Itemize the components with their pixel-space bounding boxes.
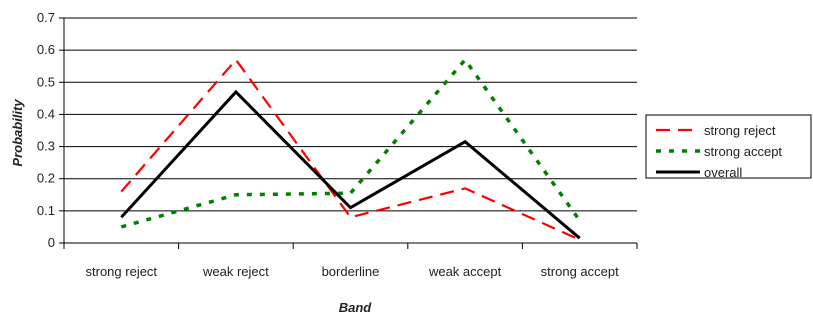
legend-label: overall [704, 165, 742, 180]
x-tick-label: strong reject [86, 264, 158, 279]
y-tick-label: 0 [48, 235, 55, 250]
y-tick-label: 0.4 [37, 106, 55, 121]
y-tick-label: 0.7 [37, 10, 55, 25]
series-line-strong-reject [120, 58, 581, 241]
gridlines [64, 17, 637, 212]
legend-label: strong accept [704, 144, 782, 159]
legend-box [645, 114, 812, 179]
y-tick-label: 0.3 [37, 139, 55, 154]
series-line-overall [120, 89, 581, 240]
x-tick-label: borderline [322, 264, 380, 279]
x-tick-label: weak accept [428, 264, 502, 279]
legend: strong reject strong accept overall [645, 114, 812, 180]
y-tick-label: 0.5 [37, 74, 55, 89]
y-tick-label: 0.2 [37, 171, 55, 186]
y-tick-label: 0.6 [37, 42, 55, 57]
y-axis-title: Probability [10, 99, 25, 167]
x-tick-label: weak reject [202, 264, 269, 279]
y-axis: 0 0.1 0.2 0.3 0.4 0.5 0.6 0.7 [37, 10, 65, 250]
x-axis-title: Band [339, 300, 373, 315]
x-axis: strong reject weak reject borderline weak a… [63, 242, 638, 279]
series-lines [120, 56, 582, 241]
x-tick-label: strong accept [541, 264, 619, 279]
y-tick-label: 0.1 [37, 203, 55, 218]
legend-label: strong reject [704, 123, 776, 138]
series-line-strong-accept [120, 56, 582, 229]
